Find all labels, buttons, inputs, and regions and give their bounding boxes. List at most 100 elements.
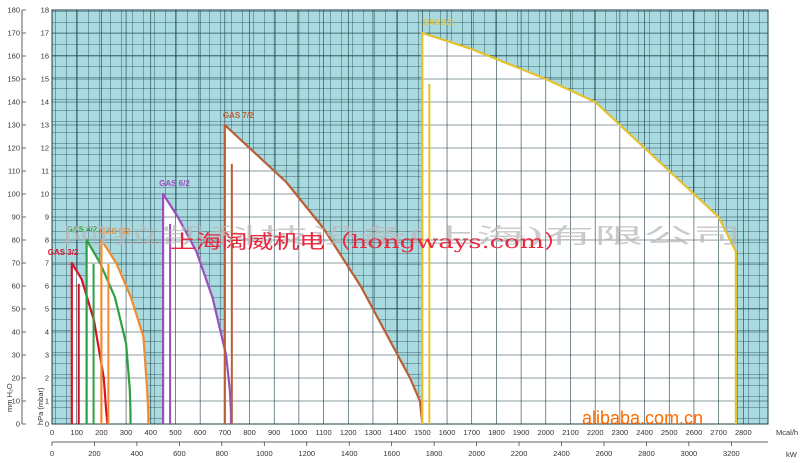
x-tick-mcal: 2300 (612, 428, 629, 437)
y-tick-mmh2o: 0 (16, 420, 20, 429)
x-tick-kw: 3200 (723, 449, 740, 458)
x-tick-mcal: 1600 (439, 428, 456, 437)
y-axis-label-hpa: hPa (mbar) (36, 387, 45, 425)
curve-label: GAS 3/2 (48, 248, 79, 257)
x-tick-kw: 1200 (298, 449, 315, 458)
x-tick-mcal: 1700 (463, 428, 480, 437)
x-tick-kw: 0 (50, 449, 54, 458)
x-tick-mcal: 2400 (636, 428, 653, 437)
x-ticks-mcal: 0 100 200 300 400 500 600 700 800 900 1000 1100 1200… (50, 428, 752, 437)
curve-label: GAS 4/2 (67, 225, 98, 234)
y-tick-mmh2o: 70 (12, 259, 20, 268)
x-tick-kw: 800 (216, 449, 229, 458)
x-tick-mcal: 2200 (587, 428, 604, 437)
curve-label: GAS 7/2 (223, 111, 254, 120)
x-tick-mcal: 1800 (488, 428, 505, 437)
y-tick-hpa: 13 (41, 121, 49, 130)
x-tick-kw: 2200 (511, 449, 528, 458)
y-tick-mmh2o: 170 (7, 29, 20, 38)
x-tick-kw: 1000 (256, 449, 273, 458)
x-tick-mcal: 400 (145, 428, 158, 437)
x-tick-mcal: 2500 (661, 428, 678, 437)
x-tick-kw: 2000 (468, 449, 485, 458)
y-tick-hpa: 9 (45, 213, 49, 222)
y-tick-hpa: 14 (41, 98, 49, 107)
curve-label: GAS 9/2 (422, 18, 453, 27)
curve-area (422, 33, 736, 424)
curve-label: GAS 6/2 (159, 179, 190, 188)
y-tick-mmh2o: 140 (7, 98, 20, 107)
burner-curves (70, 31, 738, 425)
x-tick-mcal: 900 (268, 428, 281, 437)
y-tick-mmh2o: 120 (7, 144, 20, 153)
y-tick-hpa: 16 (41, 52, 49, 61)
x-tick-mcal: 600 (194, 428, 207, 437)
x-ticks-kw: 0 200 400 600 800 1000 1200 1400 1600 1800 2000 220… (50, 442, 740, 458)
y-tick-hpa: 15 (41, 75, 49, 84)
x-tick-mcal: 2700 (710, 428, 727, 437)
watermark-company-name: 阿拉凯科技设备(上海)有限公司 (62, 224, 742, 248)
y-tick-hpa: 4 (45, 328, 49, 337)
y-tick-hpa: 8 (45, 236, 49, 245)
curve-label: GAS 5/2 (99, 227, 130, 236)
y-tick-hpa: 12 (41, 144, 49, 153)
x-tick-mcal: 2000 (537, 428, 554, 437)
y-tick-hpa: 3 (45, 351, 49, 360)
x-tick-mcal: 0 (50, 428, 54, 437)
y-tick-hpa: 0 (45, 420, 49, 429)
y-axis-label-mmh2o: mm H₂O (5, 383, 14, 412)
y-tick-hpa: 6 (45, 282, 49, 291)
y-tick-hpa: 18 (41, 6, 49, 15)
y-tick-mmh2o: 100 (7, 190, 20, 199)
y-tick-mmh2o: 40 (12, 328, 20, 337)
x-tick-kw: 600 (173, 449, 186, 458)
y-tick-mmh2o: 80 (12, 236, 20, 245)
x-tick-kw: 400 (131, 449, 144, 458)
x-tick-mcal: 1300 (365, 428, 382, 437)
x-tick-mcal: 1000 (291, 428, 308, 437)
curve-labels: GAS 3/2 GAS 4/2 GAS 5/2 GAS 6/2 GAS 7/2 GAS 9… (48, 18, 454, 257)
y-tick-mmh2o: 160 (7, 52, 20, 61)
x-tick-mcal: 1500 (414, 428, 431, 437)
y-tick-mmh2o: 50 (12, 305, 20, 314)
x-tick-mcal: 1100 (316, 428, 332, 437)
y-tick-hpa: 5 (45, 305, 49, 314)
curve-line (85, 238, 132, 424)
y-tick-hpa: 2 (45, 374, 49, 383)
y-tick-mmh2o: 10 (12, 397, 20, 406)
x-tick-kw: 1400 (341, 449, 358, 458)
y-tick-mmh2o: 30 (12, 351, 20, 360)
y-tick-mmh2o: 20 (12, 374, 20, 383)
curve-line (421, 31, 738, 424)
y-tick-mmh2o: 90 (12, 213, 20, 222)
curve-line (100, 238, 150, 424)
y-tick-hpa: 7 (45, 259, 49, 268)
x-unit-mcal: Mcal/h (776, 428, 798, 437)
x-tick-mcal: 1900 (513, 428, 530, 437)
x-tick-mcal: 2600 (686, 428, 703, 437)
plot-frame (51, 9, 769, 425)
y-tick-hpa: 11 (41, 167, 49, 176)
y-tick-hpa: 10 (41, 190, 49, 199)
x-tick-mcal: 700 (219, 428, 232, 437)
x-unit-kw: kW (786, 450, 798, 459)
y-tick-mmh2o: 130 (7, 121, 20, 130)
x-tick-mcal: 200 (95, 428, 108, 437)
y-tick-mmh2o: 180 (7, 6, 20, 15)
x-tick-kw: 200 (88, 449, 101, 458)
watermark-hongways: 上海阔威机电（hongways.com） (170, 231, 570, 253)
x-tick-kw: 2800 (638, 449, 655, 458)
y-tick-mmh2o: 110 (8, 167, 20, 176)
curve-line (223, 123, 424, 425)
y-tick-hpa: 17 (41, 29, 49, 38)
y-tick-mmh2o: 150 (7, 75, 20, 84)
x-tick-mcal: 2800 (735, 428, 752, 437)
x-tick-kw: 1600 (383, 449, 400, 458)
curve-line (162, 192, 233, 424)
y-tick-mmh2o: 60 (12, 282, 20, 291)
x-tick-kw: 2600 (596, 449, 613, 458)
x-tick-kw: 3000 (681, 449, 698, 458)
x-tick-mcal: 500 (169, 428, 182, 437)
